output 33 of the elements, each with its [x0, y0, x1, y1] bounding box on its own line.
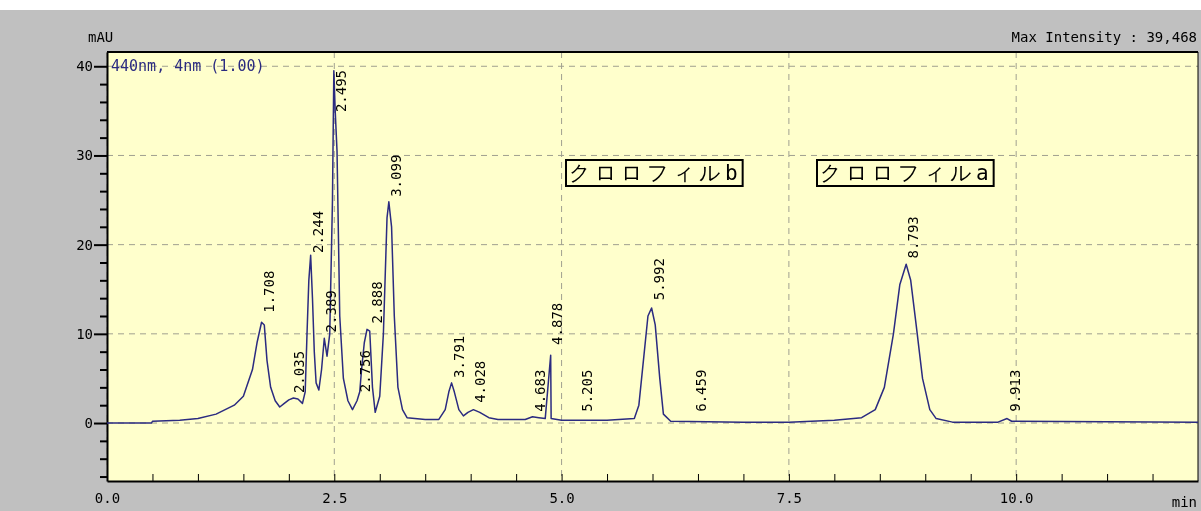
y-tick-label: 40 — [76, 58, 93, 75]
annotation: 1.708 — [261, 270, 278, 313]
annotation: 2.244 — [310, 210, 327, 254]
x-tick-label: 7.5 — [776, 489, 803, 506]
annotation: 2.389 — [323, 290, 340, 333]
annotation: 5.205 — [579, 369, 596, 412]
text: 440nm, 4nm (1.00) — [111, 57, 265, 75]
annotation: 5.992 — [650, 258, 667, 301]
annotation: 2.756 — [356, 350, 373, 393]
annotation: 3.099 — [387, 154, 404, 197]
y-tick-label: 0 — [84, 415, 93, 432]
annotation: 2.888 — [368, 281, 385, 324]
annotation: 2.495 — [332, 69, 349, 113]
x-tick-label: 10.0 — [999, 489, 1034, 506]
x-tick-label: 0.0 — [94, 489, 121, 506]
annotation: 4.683 — [531, 369, 548, 412]
annotation: 4.878 — [549, 302, 566, 345]
annotation: 8.793 — [905, 216, 922, 259]
annotation: 9.913 — [1007, 369, 1024, 412]
annotation: 4.028 — [472, 360, 489, 403]
x-tick-label: 2.5 — [322, 489, 348, 506]
chart-subtitle: Max Intensity : 39,468 — [1011, 29, 1197, 45]
y-axis-title: mAU — [88, 29, 114, 45]
annotation: 6.459 — [693, 369, 710, 412]
annotation: 3.791 — [450, 335, 467, 378]
annotation: 2.035 — [291, 350, 308, 394]
y-tick-label: 20 — [76, 236, 93, 253]
annotation: クロロフィルa — [820, 161, 993, 185]
y-tick-label: 30 — [76, 147, 93, 164]
y-tick-label: 10 — [76, 325, 93, 342]
annotation: クロロフィルb — [569, 161, 742, 185]
x-tick-label: 5.0 — [549, 489, 575, 506]
x-axis-title: min — [1171, 494, 1197, 510]
